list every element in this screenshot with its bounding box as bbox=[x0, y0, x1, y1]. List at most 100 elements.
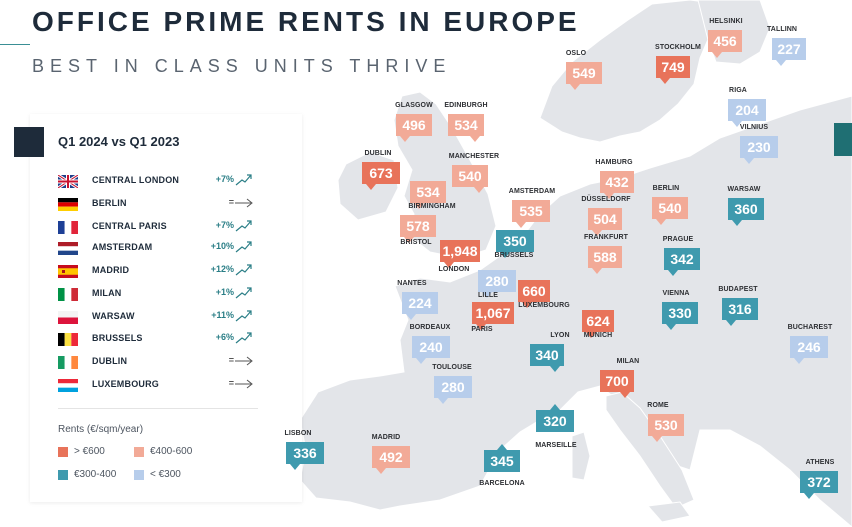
city-name-label: HELSINKI bbox=[709, 18, 743, 25]
city-marker: 534 EDINBURGH bbox=[444, 102, 488, 142]
uk-flag-icon bbox=[57, 173, 79, 190]
trend-up-arrow-icon bbox=[234, 285, 254, 301]
italy-flag-icon bbox=[58, 288, 78, 301]
netherlands-flag-icon bbox=[58, 242, 78, 255]
city-rent-value: 504 bbox=[588, 208, 622, 230]
legend-row: LUXEMBOURG = bbox=[58, 377, 258, 393]
marker-pointer bbox=[592, 268, 602, 274]
city-rent-value: 330 bbox=[662, 302, 698, 324]
city-name-label: MADRID bbox=[371, 434, 401, 441]
marker-pointer bbox=[592, 230, 602, 236]
city-marker: 588 FRANKFURT bbox=[584, 234, 628, 274]
legend-market-name: AMSTERDAM bbox=[92, 242, 153, 252]
city-rent-value: 540 bbox=[652, 197, 688, 219]
city-rent-value: 496 bbox=[396, 114, 432, 136]
marker-pointer bbox=[550, 366, 560, 372]
trend-up-arrow-icon bbox=[234, 330, 254, 346]
city-marker: 240 BORDEAUX bbox=[410, 324, 450, 364]
trend-up-arrow-icon bbox=[234, 172, 254, 188]
legend-change-value: +7% bbox=[215, 220, 234, 230]
marker-pointer bbox=[712, 52, 722, 58]
city-name-label: STOCKHOLM bbox=[655, 44, 701, 51]
swatch-lt300 bbox=[134, 470, 144, 480]
marker-pointer bbox=[376, 468, 386, 474]
legend-market-name: BRUSSELS bbox=[92, 333, 143, 343]
legend-change-value: +7% bbox=[215, 174, 234, 184]
legend-row: CENTRAL LONDON +7% bbox=[57, 172, 258, 190]
city-rent-value: 224 bbox=[402, 292, 438, 314]
marker-pointer bbox=[470, 136, 480, 142]
marker-pointer bbox=[776, 60, 786, 66]
city-rent-value: 624 bbox=[582, 310, 614, 332]
legend-row: WARSAW +11% bbox=[58, 309, 258, 325]
city-rent-value: 578 bbox=[400, 215, 436, 237]
marker-pointer bbox=[550, 404, 560, 410]
city-marker: 1,067 PARIS bbox=[471, 302, 514, 333]
city-marker: 492 MADRID bbox=[372, 434, 410, 474]
legend-market-name: BERLIN bbox=[92, 198, 127, 208]
marker-pointer bbox=[656, 219, 666, 225]
city-marker: 456 HELSINKI bbox=[708, 18, 743, 58]
city-marker: 540 BERLIN bbox=[652, 185, 688, 225]
spain-flag-icon bbox=[58, 265, 78, 278]
trend-up-arrow-icon bbox=[234, 218, 254, 234]
city-marker: 280 TOULOUSE bbox=[432, 364, 472, 404]
legend-change-value: = bbox=[228, 355, 234, 365]
legend-row: BERLIN = bbox=[58, 196, 258, 212]
legend-change-value: +11% bbox=[211, 310, 234, 320]
city-marker: 345 BARCELONA bbox=[479, 444, 525, 487]
city-name-label: LYON bbox=[550, 332, 570, 339]
swatch-400-600 bbox=[134, 447, 144, 457]
legend-panel-mark bbox=[14, 127, 44, 157]
city-name-label: MANCHESTER bbox=[448, 153, 500, 160]
marker-pointer bbox=[522, 302, 532, 308]
city-rent-value: 535 bbox=[512, 200, 550, 222]
marker-pointer bbox=[726, 320, 736, 326]
city-rent-value: 749 bbox=[656, 56, 690, 78]
city-rent-value: 549 bbox=[566, 62, 602, 84]
city-rent-value: 700 bbox=[600, 370, 634, 392]
city-rent-value: 540 bbox=[452, 165, 488, 187]
legend-change-value: = bbox=[228, 378, 234, 388]
city-marker: 496 GLASGOW bbox=[395, 102, 433, 142]
swatch-label-gt600: > €600 bbox=[74, 446, 105, 457]
city-rent-value: 280 bbox=[434, 376, 472, 398]
city-marker: 342 PRAGUE bbox=[663, 236, 700, 276]
marker-pointer bbox=[476, 324, 486, 330]
city-name-label: WARSAW bbox=[727, 186, 761, 193]
legend-row: DUBLIN = bbox=[58, 354, 258, 370]
city-rent-value: 432 bbox=[600, 171, 634, 193]
city-rent-value: 530 bbox=[648, 414, 684, 436]
city-marker: 624 MUNICH bbox=[582, 310, 614, 339]
legend-row: MADRID +12% bbox=[58, 263, 258, 279]
city-rent-value: 227 bbox=[772, 38, 806, 60]
city-name-label: LISBON bbox=[284, 430, 312, 437]
swatch-label-400-600: €400-600 bbox=[150, 446, 193, 457]
legend-market-name: MILAN bbox=[92, 288, 122, 298]
legend-change-value: +1% bbox=[215, 287, 234, 297]
marker-pointer bbox=[290, 464, 300, 470]
marker-pointer bbox=[804, 493, 814, 499]
trend-flat-arrow-icon bbox=[234, 195, 254, 211]
city-rent-value: 340 bbox=[530, 344, 564, 366]
marker-pointer bbox=[416, 358, 426, 364]
city-marker: 578 BRISTOL bbox=[400, 215, 436, 246]
city-name-label: VIENNA bbox=[662, 290, 690, 297]
city-name-label: HAMBURG bbox=[595, 159, 633, 166]
swatch-gt600 bbox=[58, 447, 68, 457]
city-name-label: LILLE bbox=[478, 292, 498, 299]
marker-pointer bbox=[620, 392, 630, 398]
legend-change-value: +10% bbox=[210, 241, 234, 251]
city-marker: 504 DÜSSELDORF bbox=[581, 196, 631, 236]
trend-flat-arrow-icon bbox=[234, 353, 254, 369]
city-name-label: TOULOUSE bbox=[432, 364, 472, 371]
city-rent-value: 204 bbox=[728, 99, 766, 121]
marker-pointer bbox=[668, 270, 678, 276]
legend-row: BRUSSELS +6% bbox=[58, 331, 258, 347]
city-rent-value: 280 bbox=[478, 270, 516, 292]
city-name-label: BUDAPEST bbox=[718, 286, 758, 293]
marker-pointer bbox=[406, 314, 416, 320]
city-marker: 432 HAMBURG bbox=[595, 159, 634, 199]
marker-pointer bbox=[474, 187, 484, 193]
city-rent-value: 246 bbox=[790, 336, 828, 358]
